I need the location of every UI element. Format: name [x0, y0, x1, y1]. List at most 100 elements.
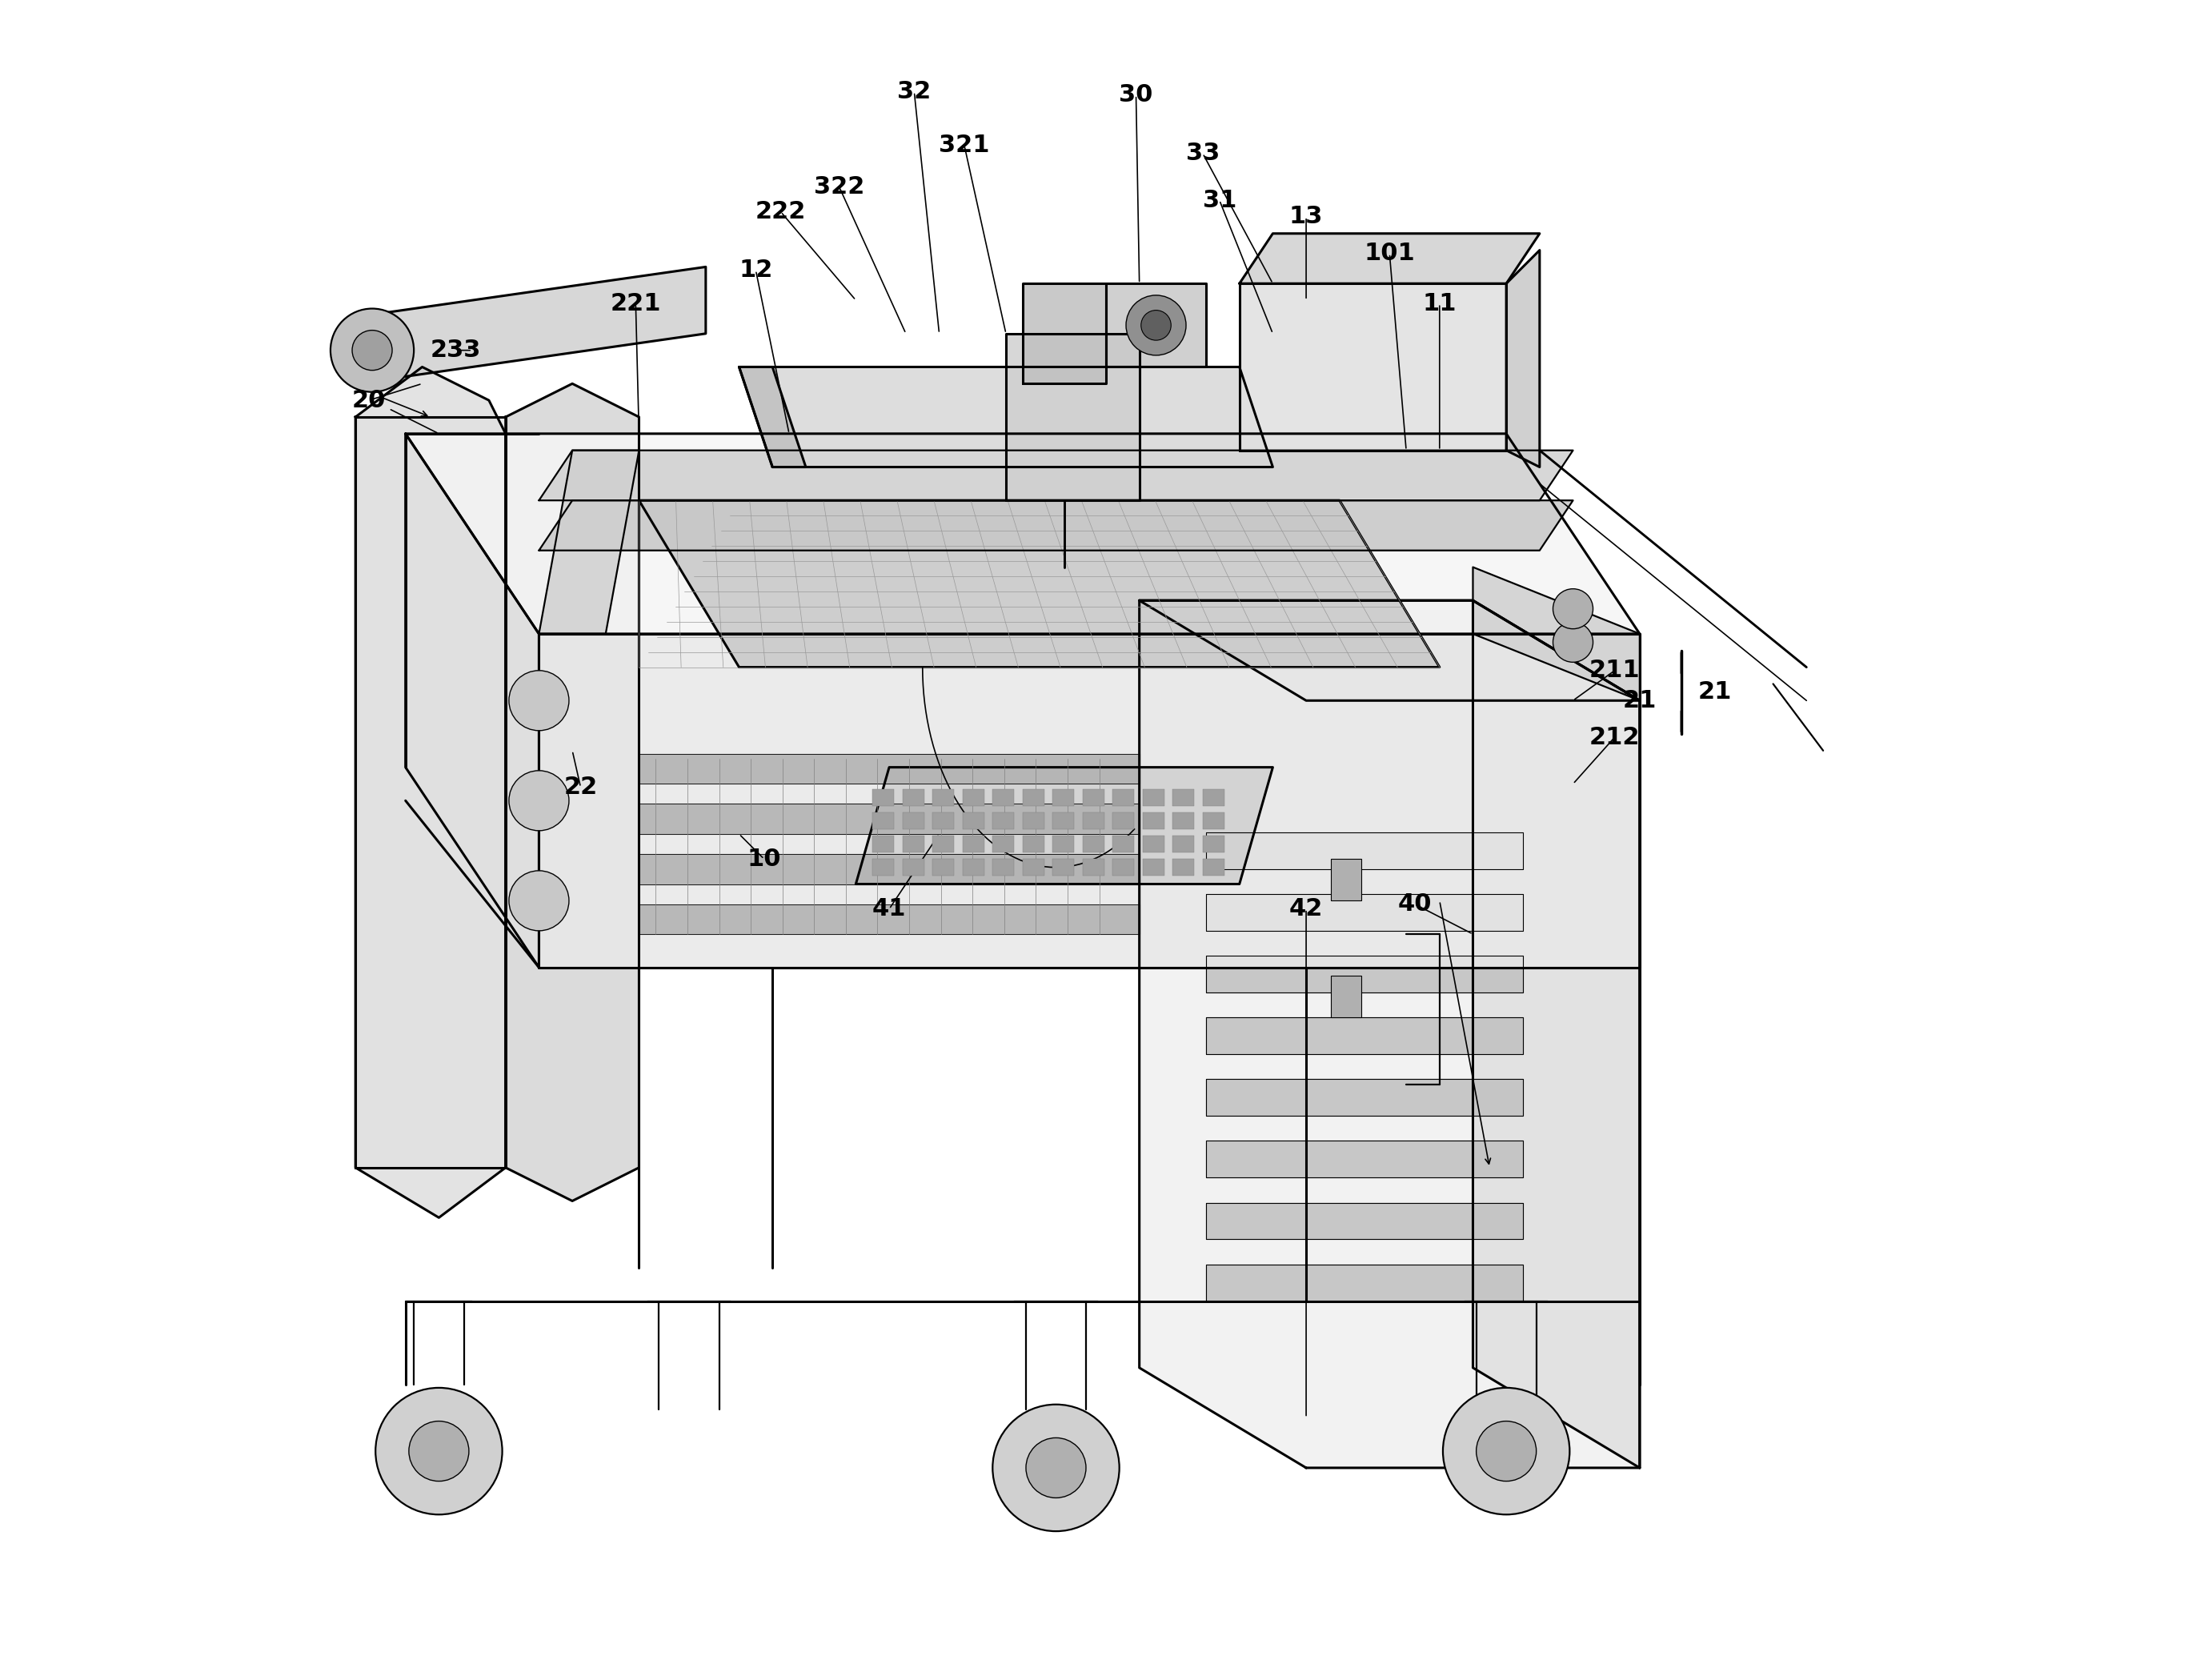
Text: 41: 41 [872, 897, 907, 921]
Bar [933, 836, 953, 852]
Polygon shape [356, 417, 507, 1168]
Bar [872, 789, 894, 806]
Bar [1203, 859, 1225, 876]
Bar [962, 859, 984, 876]
Circle shape [1442, 1388, 1571, 1515]
Circle shape [352, 330, 392, 370]
Polygon shape [856, 767, 1272, 884]
Text: 211: 211 [1588, 659, 1639, 682]
Bar [1022, 789, 1044, 806]
Polygon shape [356, 267, 706, 384]
Text: 11: 11 [1422, 292, 1455, 315]
Bar [1053, 859, 1075, 876]
Bar [993, 836, 1015, 852]
Text: 42: 42 [1290, 897, 1323, 921]
Bar [1113, 859, 1135, 876]
Text: 222: 222 [757, 200, 805, 224]
Text: 12: 12 [739, 259, 772, 282]
Text: 40: 40 [1398, 892, 1431, 916]
Text: 101: 101 [1365, 242, 1416, 265]
Bar [1053, 836, 1075, 852]
Circle shape [1126, 295, 1186, 355]
Polygon shape [1206, 1079, 1522, 1116]
Bar [993, 859, 1015, 876]
Bar [1082, 859, 1104, 876]
Bar [1172, 789, 1194, 806]
Bar [902, 812, 925, 829]
Circle shape [509, 771, 568, 831]
Polygon shape [1473, 600, 1639, 1468]
Polygon shape [1106, 284, 1206, 367]
Text: 221: 221 [611, 292, 661, 315]
Bar [1203, 789, 1225, 806]
Bar [933, 789, 953, 806]
Bar [902, 859, 925, 876]
Polygon shape [540, 634, 1639, 967]
Circle shape [376, 1388, 502, 1515]
Bar [993, 812, 1015, 829]
Polygon shape [1206, 894, 1522, 931]
Polygon shape [1506, 250, 1540, 467]
Circle shape [1141, 310, 1170, 340]
Circle shape [1553, 622, 1593, 662]
Bar [872, 859, 894, 876]
Polygon shape [1139, 600, 1639, 1468]
Bar [1082, 789, 1104, 806]
Bar [1332, 976, 1360, 1017]
Polygon shape [1206, 1203, 1522, 1239]
Bar [962, 812, 984, 829]
Polygon shape [1239, 284, 1506, 450]
Polygon shape [507, 384, 639, 1201]
Polygon shape [540, 500, 1573, 550]
Polygon shape [1239, 234, 1540, 284]
Text: 20: 20 [352, 389, 385, 412]
Bar [1022, 812, 1044, 829]
Bar [1144, 812, 1164, 829]
Polygon shape [405, 434, 540, 967]
Bar [933, 859, 953, 876]
Bar [902, 789, 925, 806]
Bar [1022, 859, 1044, 876]
Polygon shape [639, 854, 1139, 884]
Text: 322: 322 [814, 175, 865, 198]
Circle shape [1026, 1438, 1086, 1498]
Circle shape [330, 309, 414, 392]
Bar [1113, 836, 1135, 852]
Circle shape [1553, 589, 1593, 629]
Bar [1113, 789, 1135, 806]
Bar [872, 812, 894, 829]
Bar [1053, 789, 1075, 806]
Polygon shape [1206, 1017, 1522, 1054]
Text: 33: 33 [1186, 142, 1219, 165]
Polygon shape [639, 754, 1139, 784]
Circle shape [1475, 1421, 1537, 1481]
Bar [1172, 859, 1194, 876]
Bar [1332, 859, 1360, 901]
Text: 32: 32 [898, 80, 931, 103]
Bar [1144, 789, 1164, 806]
Bar [902, 836, 925, 852]
Text: 13: 13 [1290, 205, 1323, 229]
Polygon shape [540, 450, 639, 634]
Bar [1053, 812, 1075, 829]
Text: 30: 30 [1119, 83, 1152, 107]
Polygon shape [739, 367, 1272, 467]
Text: 10: 10 [748, 847, 781, 871]
Bar [1022, 836, 1044, 852]
Text: 22: 22 [564, 776, 597, 799]
Polygon shape [1206, 956, 1522, 992]
Polygon shape [356, 367, 507, 1218]
Circle shape [409, 1421, 469, 1481]
Polygon shape [639, 804, 1139, 834]
Polygon shape [405, 434, 1639, 634]
Polygon shape [1006, 334, 1139, 500]
Polygon shape [639, 500, 1440, 667]
Text: 21: 21 [1699, 681, 1732, 704]
Polygon shape [540, 450, 1573, 500]
Polygon shape [1206, 1141, 1522, 1178]
Bar [1082, 812, 1104, 829]
Circle shape [993, 1404, 1119, 1531]
Polygon shape [1139, 600, 1639, 701]
Bar [1172, 812, 1194, 829]
Circle shape [509, 671, 568, 731]
